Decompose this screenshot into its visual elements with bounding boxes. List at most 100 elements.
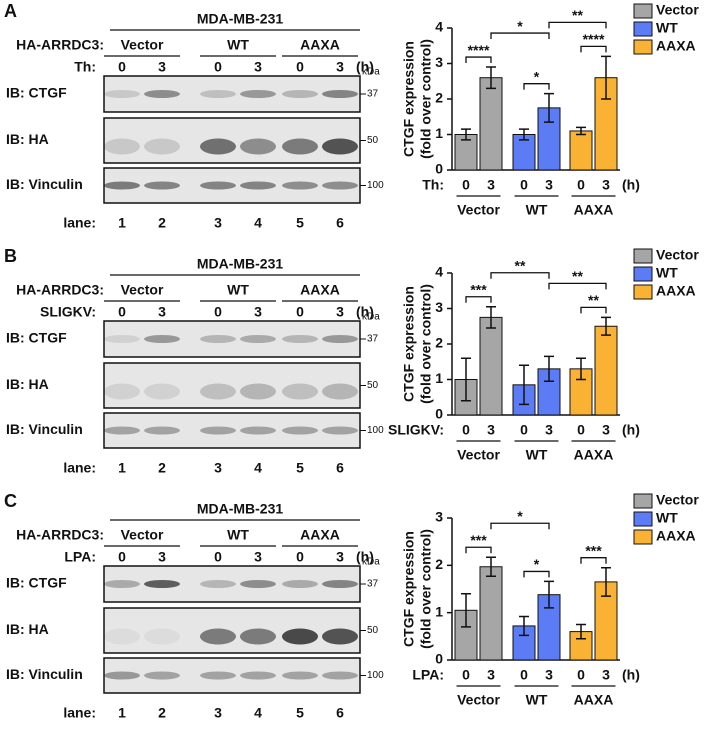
bar — [479, 566, 503, 661]
band — [282, 580, 318, 588]
error-bar — [601, 566, 611, 597]
significance-label: **** — [583, 31, 605, 47]
band — [104, 628, 140, 645]
x-tick-label: 3 — [602, 422, 610, 438]
band — [104, 426, 140, 435]
lane-label: lane: — [63, 460, 96, 476]
time-label: 3 — [336, 304, 344, 320]
y-tick-label: 1 — [435, 370, 443, 386]
significance-bracket — [523, 570, 550, 578]
error-bar — [576, 623, 586, 640]
blot-panel — [103, 362, 361, 409]
time-label: 3 — [254, 549, 262, 565]
error-bar — [544, 92, 554, 123]
row-label: IB: HA — [6, 131, 49, 147]
blot-panel — [103, 75, 361, 113]
lane-number: 1 — [118, 705, 126, 721]
significance-label: * — [534, 68, 540, 84]
significance-label: * — [517, 508, 523, 524]
bar — [594, 325, 618, 416]
treatment-label: LPA: — [412, 667, 444, 683]
group-label: AAXA — [300, 527, 340, 543]
row-label: IB: CTGF — [6, 575, 67, 591]
significance-label: ** — [588, 292, 599, 308]
legend-label: AAXA — [656, 283, 696, 299]
x-tick-label: 0 — [462, 177, 470, 193]
time-label: 0 — [296, 304, 304, 320]
significance-label: *** — [470, 281, 487, 297]
legend-swatch — [633, 21, 653, 37]
group-label: WT — [526, 447, 548, 463]
lane-number: 2 — [158, 460, 166, 476]
significance-bracket — [580, 45, 607, 53]
band — [144, 426, 180, 435]
band — [240, 181, 276, 190]
blot-panel — [103, 320, 361, 358]
y-axis-label: (fold over control) — [418, 529, 434, 649]
x-tick-label: 0 — [520, 422, 528, 438]
x-tick-label: 0 — [462, 422, 470, 438]
x-tick-label: 3 — [487, 177, 495, 193]
blot-panel — [103, 607, 361, 654]
panel-letter: B — [4, 246, 17, 266]
group-label: AAXA — [574, 692, 614, 708]
band — [282, 181, 318, 190]
significance-bracket — [548, 21, 607, 29]
legend-label: WT — [656, 510, 678, 526]
y-tick-label: 1 — [435, 125, 443, 141]
marker-unit: kDa — [362, 312, 380, 323]
band — [322, 181, 358, 190]
significance-bracket — [465, 296, 492, 303]
time-label: 3 — [158, 549, 166, 565]
band — [104, 580, 140, 588]
x-tick-label: 3 — [487, 667, 495, 683]
bar — [479, 77, 503, 171]
band — [240, 90, 276, 98]
marker: 37 — [367, 89, 379, 100]
lane-number: 2 — [158, 705, 166, 721]
time-label: 0 — [214, 304, 222, 320]
marker: 37 — [367, 334, 379, 345]
significance-bracket — [465, 56, 492, 64]
x-tick-label: 3 — [602, 667, 610, 683]
band — [144, 90, 180, 98]
y-tick-label: 2 — [435, 335, 443, 351]
legend-swatch — [633, 284, 653, 300]
legend-swatch — [633, 529, 653, 545]
construct-label: HA-ARRDC3: — [16, 37, 104, 53]
band — [200, 181, 236, 190]
bar — [479, 316, 503, 416]
time-label: 3 — [336, 59, 344, 75]
treatment-label: SLIGKV: — [388, 422, 444, 438]
x-tick-label: 0 — [520, 177, 528, 193]
lane-number: 4 — [254, 460, 262, 476]
lane-label: lane: — [63, 705, 96, 721]
error-bar — [486, 66, 496, 90]
blot-panel — [103, 657, 361, 694]
group-label: Vector — [457, 202, 500, 218]
y-axis-label: CTGF expression — [401, 286, 417, 402]
significance-bracket — [465, 546, 492, 554]
panel-letter: A — [4, 1, 17, 21]
legend-swatch — [633, 511, 653, 527]
error-bar — [544, 355, 554, 383]
error-bar — [576, 126, 586, 136]
significance-bracket — [523, 83, 550, 90]
error-bar — [519, 364, 529, 406]
band — [322, 383, 358, 400]
lane-number: 6 — [336, 705, 344, 721]
error-bar — [544, 580, 554, 609]
time-unit: (h) — [622, 422, 640, 438]
band — [240, 383, 276, 400]
band — [282, 90, 318, 98]
band — [144, 383, 180, 400]
y-tick-label: 3 — [435, 54, 443, 70]
band — [200, 426, 236, 435]
construct-label: HA-ARRDC3: — [16, 527, 104, 543]
row-label: IB: Vinculin — [6, 176, 83, 192]
significance-bracket — [580, 557, 607, 564]
marker: 100 — [367, 425, 384, 436]
lane-number: 4 — [254, 215, 262, 231]
y-tick-label: 2 — [435, 556, 443, 572]
lane-number: 4 — [254, 705, 262, 721]
